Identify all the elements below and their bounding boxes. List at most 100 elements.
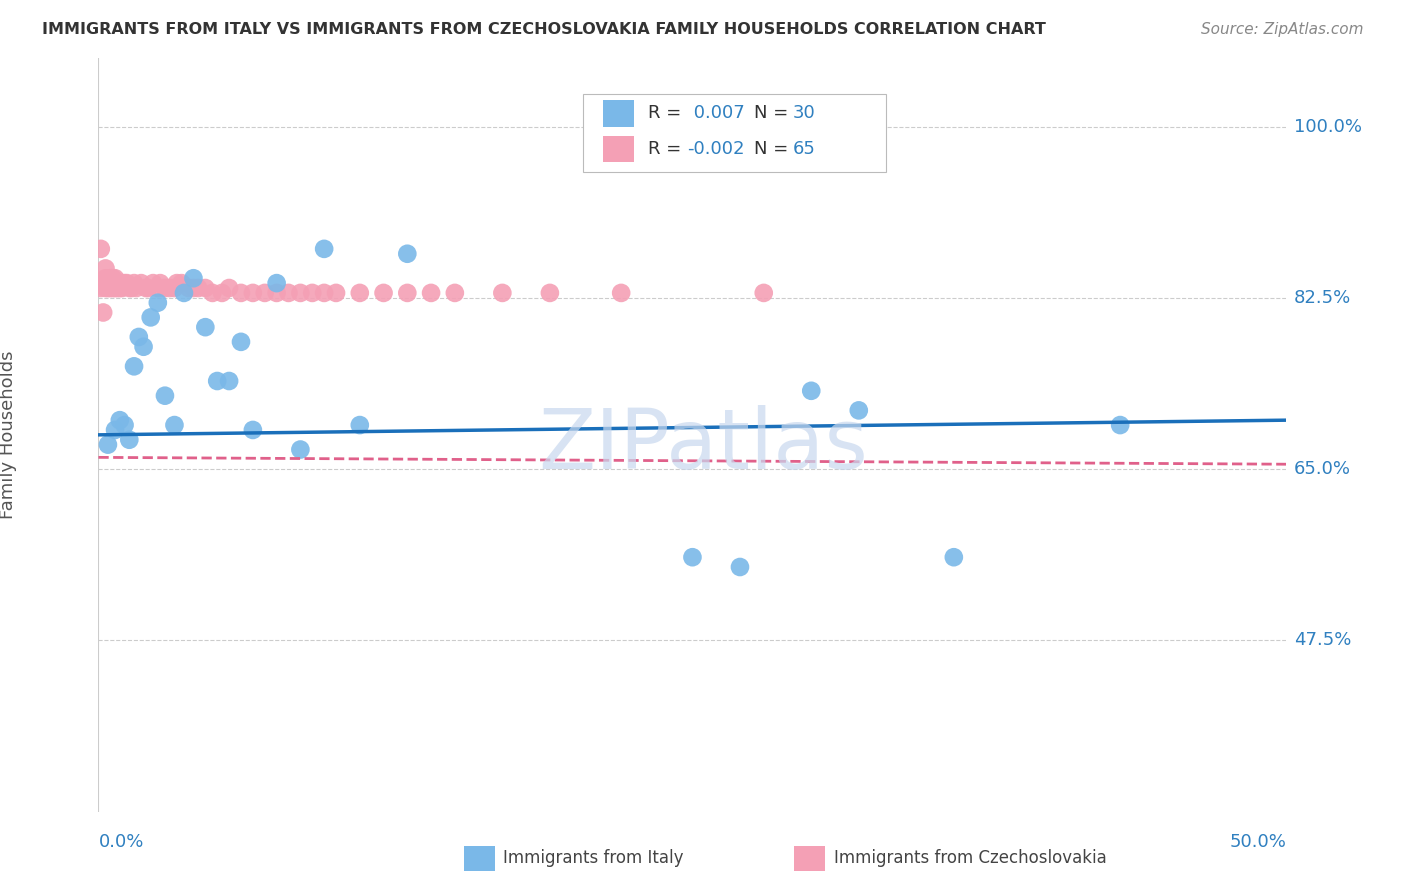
Point (800, 384, 823, 398)
Point (325, 285, 347, 300)
Point (146, 295, 169, 310)
Text: Immigrants from Czechoslovakia: Immigrants from Czechoslovakia (834, 849, 1107, 867)
Point (90, 281, 112, 295)
Point (108, 413, 131, 427)
Point (149, 276, 172, 290)
Text: 65.0%: 65.0% (1294, 460, 1351, 478)
Point (194, 320, 217, 334)
Point (97, 437, 120, 451)
Text: 100.0%: 100.0% (1294, 118, 1361, 136)
Point (218, 281, 240, 295)
Point (122, 276, 145, 290)
Point (752, 285, 775, 300)
Point (136, 281, 159, 295)
Point (942, 550, 965, 565)
Point (681, 550, 703, 565)
Point (153, 281, 176, 295)
Point (349, 285, 371, 300)
Point (266, 276, 288, 290)
Point (142, 276, 165, 290)
Point (114, 418, 136, 433)
Point (173, 285, 195, 300)
Point (125, 281, 148, 295)
Point (183, 271, 205, 285)
Point (128, 330, 150, 344)
Point (277, 285, 299, 300)
Point (314, 242, 336, 256)
Point (111, 276, 134, 290)
Point (848, 403, 870, 417)
Point (211, 285, 233, 300)
Text: 0.007: 0.007 (688, 104, 744, 122)
Point (266, 285, 288, 300)
Point (728, 560, 751, 574)
Text: -0.002: -0.002 (688, 140, 745, 158)
Point (118, 433, 141, 447)
Point (290, 285, 312, 300)
Point (229, 334, 252, 349)
Point (420, 285, 443, 300)
Point (121, 281, 143, 295)
Point (104, 281, 127, 295)
Point (91, 276, 114, 290)
Point (183, 281, 205, 295)
Text: Source: ZipAtlas.com: Source: ZipAtlas.com (1201, 22, 1364, 37)
Text: 30: 30 (793, 104, 815, 122)
Point (1109, 418, 1132, 433)
Point (94, 281, 117, 295)
Point (132, 340, 155, 354)
Point (187, 281, 209, 295)
Point (163, 281, 186, 295)
Point (114, 276, 136, 290)
Point (146, 281, 169, 295)
Text: 50.0%: 50.0% (1230, 833, 1286, 851)
Point (111, 281, 134, 295)
Point (349, 418, 371, 433)
Point (108, 281, 131, 295)
Text: IMMIGRANTS FROM ITALY VS IMMIGRANTS FROM CZECHOSLOVAKIA FAMILY HOUSEHOLDS CORREL: IMMIGRANTS FROM ITALY VS IMMIGRANTS FROM… (42, 22, 1046, 37)
Point (98, 281, 121, 295)
Point (98, 276, 121, 290)
Point (135, 281, 157, 295)
Point (97, 281, 120, 295)
Point (101, 281, 124, 295)
Text: N =: N = (754, 104, 793, 122)
Point (314, 285, 336, 300)
Point (101, 276, 124, 290)
Point (94, 261, 117, 276)
Point (129, 276, 152, 290)
Text: 82.5%: 82.5% (1294, 289, 1351, 307)
Point (242, 423, 264, 437)
Point (538, 285, 561, 300)
Point (163, 418, 186, 433)
Text: Family Households: Family Households (0, 351, 17, 519)
Text: R =: R = (648, 140, 688, 158)
Point (610, 285, 633, 300)
Point (177, 281, 200, 295)
Point (107, 276, 129, 290)
Point (115, 276, 138, 290)
Point (207, 374, 229, 388)
Point (90, 242, 112, 256)
Point (107, 281, 129, 295)
Point (229, 285, 252, 300)
Text: ZIPatlas: ZIPatlas (538, 406, 868, 486)
Point (122, 359, 145, 374)
Point (396, 285, 419, 300)
Text: R =: R = (648, 104, 688, 122)
Text: Immigrants from Italy: Immigrants from Italy (503, 849, 683, 867)
Point (108, 276, 131, 290)
Text: 47.5%: 47.5% (1294, 632, 1351, 649)
Point (91, 305, 114, 319)
Point (104, 271, 127, 285)
Point (253, 285, 276, 300)
Text: 65: 65 (793, 140, 815, 158)
Point (491, 285, 513, 300)
Point (194, 281, 217, 295)
Point (170, 276, 193, 290)
Text: N =: N = (754, 140, 793, 158)
Point (101, 271, 124, 285)
Point (153, 389, 176, 403)
Point (242, 285, 264, 300)
Point (373, 285, 395, 300)
